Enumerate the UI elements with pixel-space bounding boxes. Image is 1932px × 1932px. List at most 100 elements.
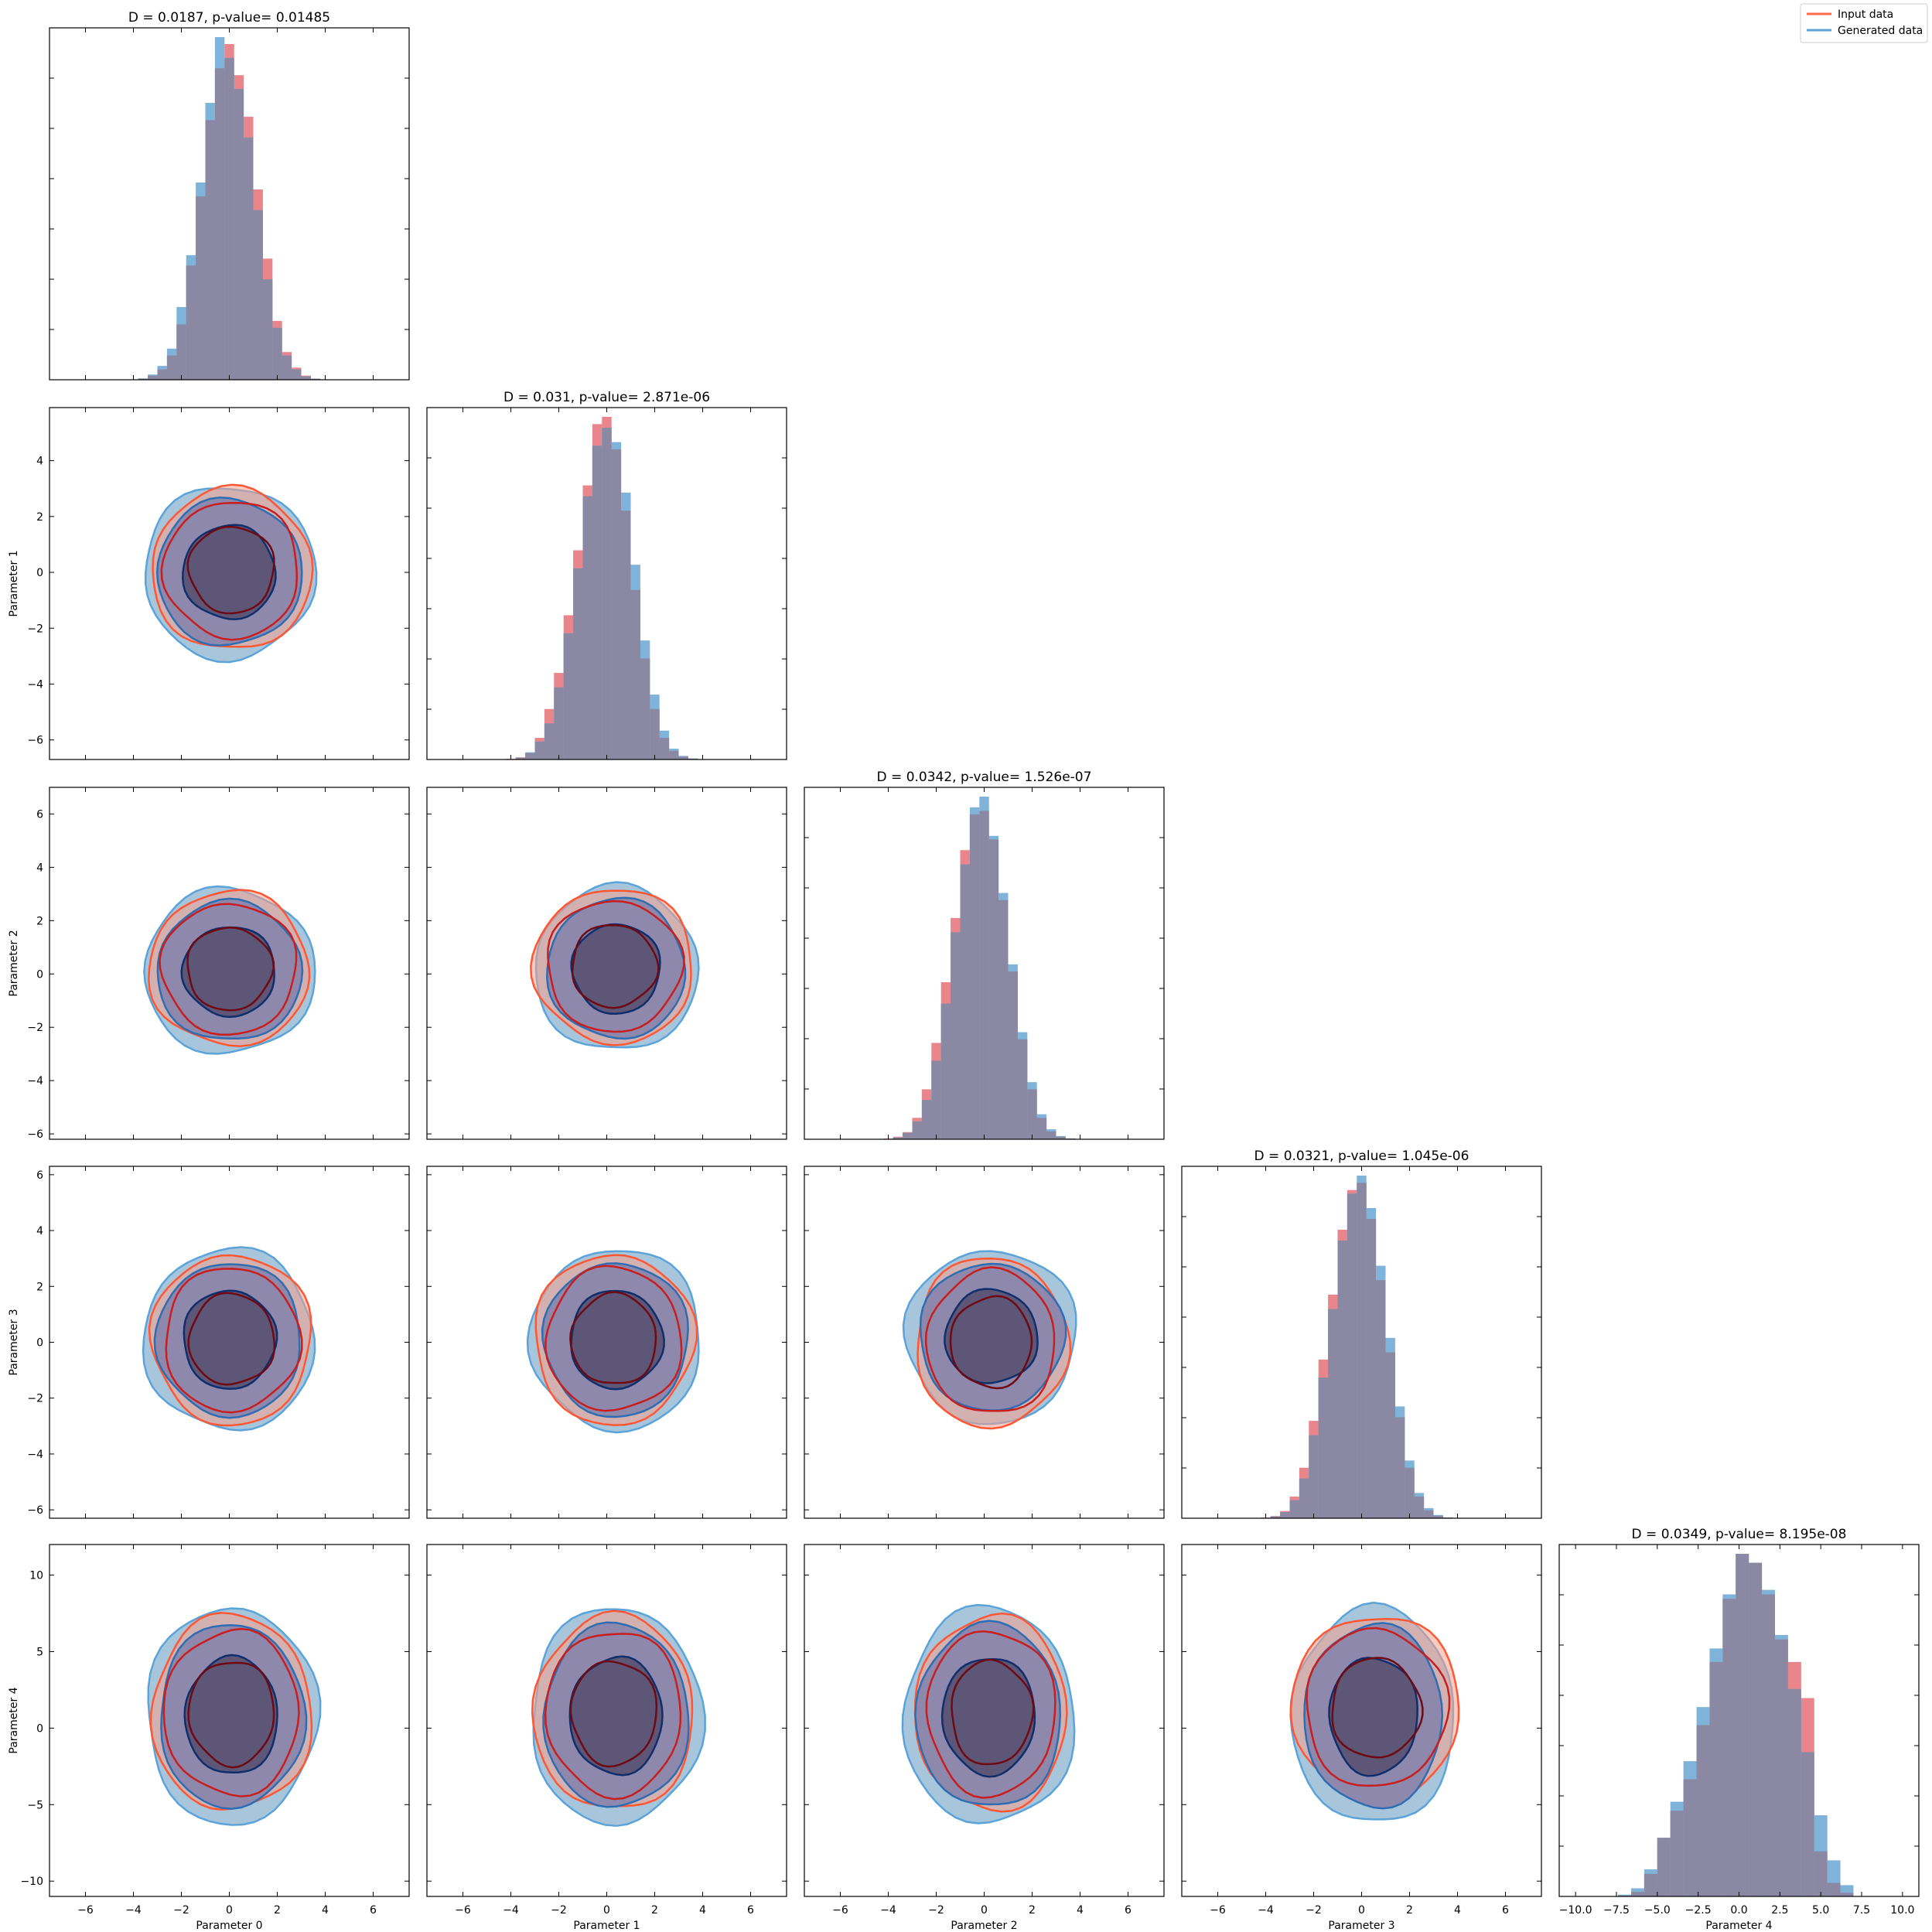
x-tick-label: −2 — [551, 1904, 567, 1917]
hist-bar-overlap — [1328, 1309, 1338, 1518]
hist-bar-overlap — [1670, 1811, 1684, 1896]
hist-bar-overlap — [903, 1132, 913, 1139]
x-tick-label: 0 — [603, 1904, 610, 1917]
hist-bar-overlap — [893, 1137, 903, 1139]
x-tick-label: 6 — [1125, 1904, 1132, 1917]
hist-bar-overlap — [582, 496, 592, 759]
x-axis-label: Parameter 1 — [573, 1920, 640, 1932]
contour-input-middle — [165, 1268, 303, 1414]
hist-bar-overlap — [262, 279, 273, 380]
contour-input-inner — [186, 927, 275, 1012]
x-tick-label: 10.0 — [1890, 1904, 1914, 1917]
hist-bar-overlap — [224, 57, 234, 381]
hist-bar-overlap — [1270, 1516, 1281, 1518]
hist-bar-overlap — [1762, 1594, 1775, 1896]
x-tick-label: −2 — [173, 1904, 189, 1917]
hist-bar-overlap — [630, 589, 640, 759]
x-tick-label: 2.5 — [1771, 1904, 1788, 1917]
hist-bar-overlap — [166, 355, 177, 380]
contour-input-inner — [569, 1660, 658, 1768]
y-axis-label: Parameter 1 — [8, 550, 20, 616]
hist-bar-overlap — [1299, 1478, 1309, 1518]
panel-frame — [49, 27, 410, 381]
x-axis-label: Parameter 2 — [951, 1920, 1017, 1932]
histogram-panel-4: −10.0 −7.5 −5.0 −2.5 0.0 2.5 5.0 7.5 10.0 D = 0.0… — [1558, 1527, 1920, 1917]
hist-bar-overlap — [921, 1100, 932, 1139]
hist-bar-overlap — [234, 89, 244, 380]
hist-bar-overlap — [554, 687, 564, 759]
x-tick-label: −6 — [455, 1904, 471, 1917]
legend: Input data Generated data — [1800, 3, 1928, 43]
legend-frame — [1800, 3, 1928, 43]
hist-bar-overlap — [301, 376, 311, 380]
y-tick-label: −6 — [27, 1504, 43, 1517]
hist-bar-overlap — [1008, 971, 1018, 1139]
hist-bar-overlap — [515, 757, 526, 759]
contour-generated-inner — [180, 926, 275, 1019]
y-axis-label: Parameter 2 — [8, 930, 20, 996]
y-tick-label: −5 — [27, 1799, 43, 1811]
contour-generated-inner — [183, 1289, 278, 1391]
contour-input-inner — [187, 1292, 276, 1386]
y-tick-label: 4 — [36, 1225, 43, 1237]
y-tick-label: 6 — [36, 808, 43, 821]
hist-bar-overlap — [969, 814, 980, 1139]
hist-bar-overlap — [1385, 1352, 1395, 1518]
panel-frame — [804, 1544, 1165, 1897]
x-tick-label: −7.5 — [1603, 1904, 1630, 1917]
contour-input-inner — [187, 1661, 275, 1769]
x-tick-label: −6 — [77, 1904, 94, 1917]
histogram-panel-1: D = 0.031, p-value= 2.871e-06 — [426, 390, 787, 760]
x-tick-label: 6 — [370, 1904, 377, 1917]
hist-bar-overlap — [1840, 1893, 1854, 1896]
y-tick-label: 0 — [36, 1337, 43, 1350]
hist-bar-overlap — [573, 568, 583, 759]
x-tick-label: −6 — [832, 1904, 848, 1917]
hist-bar-overlap — [650, 708, 660, 759]
hist-bar-overlap — [912, 1121, 922, 1139]
y-tick-label: −4 — [27, 1075, 43, 1087]
hist-bar-overlap — [988, 839, 999, 1139]
hist-bar-overlap — [1357, 1183, 1367, 1518]
y-tick-label: −4 — [27, 1449, 43, 1461]
contour-input-middle — [544, 1633, 682, 1801]
x-axis-label: Parameter 3 — [1328, 1920, 1394, 1932]
hist-bar-overlap — [138, 378, 148, 380]
y-tick-label: 6 — [36, 1169, 43, 1182]
panel-frame — [49, 787, 410, 1140]
x-tick-label: 2 — [1406, 1904, 1413, 1917]
panel-frame — [804, 787, 1165, 1140]
contour-generated-inner — [570, 923, 661, 1015]
hist-bar-overlap — [1318, 1377, 1329, 1518]
hist-bar-overlap — [544, 723, 555, 759]
hist-bar-overlap — [244, 137, 254, 380]
hist-bar-overlap — [205, 120, 215, 381]
hist-bar-overlap — [678, 756, 688, 759]
y-tick-label: 5 — [36, 1646, 43, 1658]
hist-bar-overlap — [1394, 1417, 1405, 1518]
contour-input-inner — [1331, 1657, 1424, 1759]
hist-bar-overlap — [1801, 1752, 1814, 1896]
y-tick-label: 0 — [36, 567, 43, 579]
hist-bar-overlap — [148, 375, 158, 380]
x-tick-label: 2 — [274, 1904, 281, 1917]
hist-bar-overlap — [1787, 1688, 1801, 1896]
hist-bar-overlap — [611, 449, 622, 759]
contour-input-inner — [569, 1291, 657, 1384]
hist-bar-overlap — [1709, 1661, 1723, 1896]
hist-bar-overlap — [960, 864, 970, 1139]
x-tick-label: 4 — [699, 1904, 706, 1917]
hist-bar-overlap — [1289, 1500, 1299, 1518]
hist-bar-overlap — [1027, 1089, 1037, 1139]
contour-generated-inner — [944, 1288, 1039, 1384]
hist-bar-overlap — [1722, 1599, 1736, 1896]
hist-bar-overlap — [1631, 1892, 1644, 1896]
y-tick-label: 4 — [36, 456, 43, 468]
hist-bar-overlap — [1424, 1510, 1434, 1518]
y-tick-label: 2 — [36, 511, 43, 524]
x-tick-label: 0.0 — [1730, 1904, 1747, 1917]
y-tick-label: 2 — [36, 915, 43, 927]
panel-frame — [426, 1544, 787, 1897]
contour-input-middle — [1306, 1626, 1451, 1787]
